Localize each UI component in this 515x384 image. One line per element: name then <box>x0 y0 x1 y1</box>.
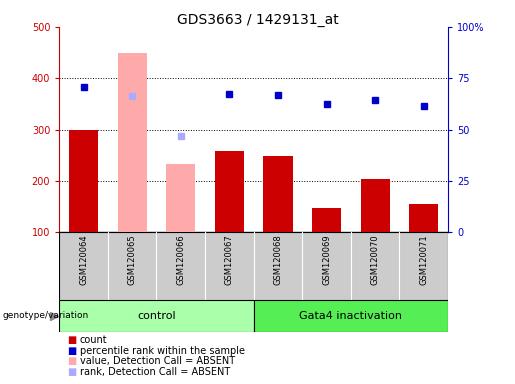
Text: genotype/variation: genotype/variation <box>3 311 89 320</box>
Bar <box>69 129 98 232</box>
Bar <box>117 53 147 232</box>
Text: GSM120068: GSM120068 <box>273 234 282 285</box>
Text: GSM120067: GSM120067 <box>225 234 234 285</box>
Text: control: control <box>137 311 176 321</box>
Bar <box>360 179 390 232</box>
Text: ■: ■ <box>67 346 76 356</box>
Text: GSM120066: GSM120066 <box>176 234 185 285</box>
FancyBboxPatch shape <box>59 300 253 332</box>
Text: ■: ■ <box>67 335 76 345</box>
Text: GDS3663 / 1429131_at: GDS3663 / 1429131_at <box>177 13 338 27</box>
Text: GSM120071: GSM120071 <box>419 234 428 285</box>
FancyBboxPatch shape <box>59 232 448 300</box>
Text: GSM120064: GSM120064 <box>79 234 88 285</box>
Bar <box>312 208 341 232</box>
Text: ■: ■ <box>67 356 76 366</box>
Text: Gata4 inactivation: Gata4 inactivation <box>299 311 402 321</box>
Text: count: count <box>80 335 108 345</box>
Text: GSM120065: GSM120065 <box>128 234 136 285</box>
Text: value, Detection Call = ABSENT: value, Detection Call = ABSENT <box>80 356 235 366</box>
FancyBboxPatch shape <box>253 300 448 332</box>
Text: rank, Detection Call = ABSENT: rank, Detection Call = ABSENT <box>80 367 230 377</box>
Text: GSM120070: GSM120070 <box>371 234 380 285</box>
Text: ■: ■ <box>67 367 76 377</box>
Bar <box>409 204 438 232</box>
Text: percentile rank within the sample: percentile rank within the sample <box>80 346 245 356</box>
Text: GSM120069: GSM120069 <box>322 234 331 285</box>
Bar <box>263 156 293 232</box>
Bar <box>166 164 195 232</box>
Bar <box>215 151 244 232</box>
